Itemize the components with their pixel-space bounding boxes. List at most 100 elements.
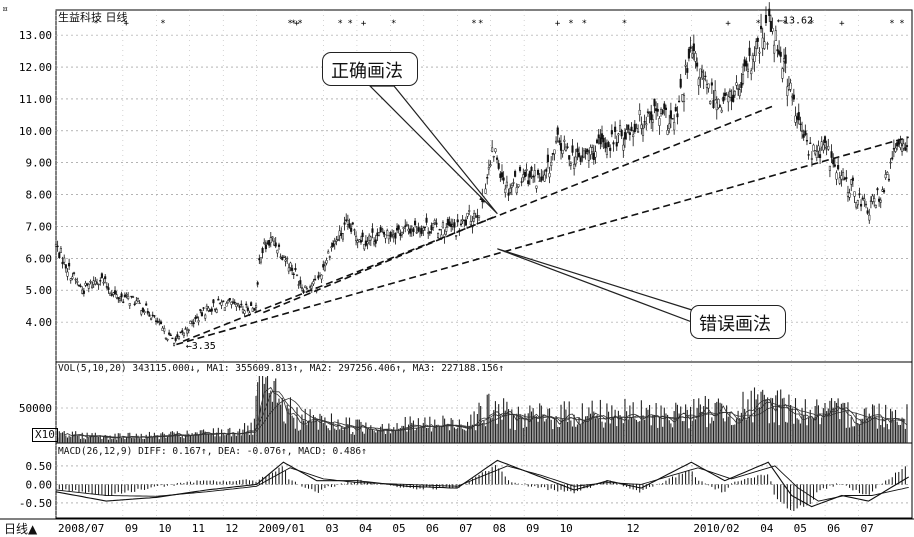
candle-body [446, 218, 449, 225]
candle-body [710, 82, 713, 86]
candle-body [382, 231, 385, 235]
candle-body [515, 187, 518, 194]
candle-body [576, 148, 579, 153]
event-marker: * [338, 19, 343, 29]
candle-body [607, 142, 610, 148]
candle-body [164, 337, 167, 339]
candle-body [418, 230, 422, 232]
candle-body [738, 89, 741, 97]
candle-body [632, 134, 635, 138]
candle-body [284, 259, 287, 262]
candle-body [687, 48, 690, 59]
event-marker: * [471, 19, 476, 29]
candle-body [559, 143, 563, 151]
event-marker: * [348, 19, 353, 29]
candle-body [551, 153, 554, 155]
candle-body [855, 202, 858, 208]
macd-layer [55, 459, 909, 512]
candle-body [159, 321, 162, 325]
candle-body [173, 343, 176, 346]
candle-body [399, 233, 402, 236]
candle-body [361, 232, 364, 238]
candle-body [828, 165, 831, 171]
candle-body [182, 332, 185, 336]
candle-body [99, 280, 102, 282]
candle-body [243, 310, 246, 314]
candle-body [215, 309, 218, 313]
candle-body [625, 129, 628, 133]
candle-body [254, 305, 258, 308]
candle-body [384, 234, 387, 239]
candle-body [68, 262, 71, 267]
candle-body [348, 223, 351, 228]
candle-body [578, 152, 581, 157]
candle-body [479, 198, 482, 200]
candle-body [371, 228, 374, 233]
candle-body [212, 299, 215, 304]
candle-body [781, 68, 784, 79]
candle-body [112, 292, 115, 295]
candle-body [209, 309, 212, 312]
candle-body [394, 232, 397, 239]
candle-body [187, 329, 190, 331]
candle-body [594, 151, 597, 158]
candle-body [523, 171, 526, 178]
candle-body [377, 232, 381, 236]
candle-body [735, 82, 738, 86]
candle-body [730, 96, 733, 102]
candle-body [556, 127, 559, 135]
candle-body [837, 165, 840, 170]
candle-body [71, 276, 74, 279]
candle-body [592, 152, 595, 161]
macd-tick-label: 0.00 [26, 478, 53, 491]
candle-body [546, 154, 549, 163]
candle-body [866, 210, 869, 214]
candle-body [500, 172, 504, 178]
candle-body [860, 203, 863, 207]
candle-body [177, 336, 181, 339]
candle-body [835, 172, 838, 180]
volume-unit-label[interactable]: X10 [32, 428, 58, 442]
candle-body [846, 192, 850, 197]
candle-body [122, 301, 125, 303]
timeframe-label[interactable]: 日线▲ [4, 520, 37, 537]
candle-body [355, 236, 358, 241]
candle-body [417, 227, 420, 232]
candle-body [597, 134, 600, 139]
candle-body [656, 108, 659, 112]
price-tick-label: 4.00 [26, 316, 53, 329]
candle-body [259, 257, 263, 263]
candle-body [627, 124, 630, 130]
candle-body [325, 260, 328, 264]
candle-body [589, 147, 592, 155]
candle-body [282, 256, 285, 259]
candle-body [420, 228, 423, 234]
candle-body [261, 248, 264, 254]
candle-body [623, 132, 627, 140]
candle-body [373, 241, 376, 245]
candle-body [753, 55, 756, 62]
candle-body [441, 222, 445, 229]
candle-body [110, 294, 113, 296]
price-tick-label: 8.00 [26, 189, 53, 202]
candle-body [358, 239, 361, 242]
candle-body [514, 171, 517, 177]
candle-body [584, 150, 587, 154]
candle-body [338, 230, 341, 236]
candle-body [712, 100, 715, 109]
candle-body [395, 227, 399, 231]
candle-body [72, 272, 76, 274]
candle-body [246, 307, 249, 311]
corner-glyph: ¤ [2, 4, 9, 15]
candle-body [299, 280, 302, 285]
candle-body [778, 50, 781, 55]
candle-body [528, 171, 531, 178]
candle-body [709, 100, 712, 104]
candle-body [679, 78, 682, 88]
x-tick-label: 2010/02 [693, 522, 739, 535]
candle-body [876, 188, 879, 191]
candle-body [400, 231, 404, 236]
candle-body [889, 161, 892, 164]
candle-body [832, 159, 835, 165]
candle-body [702, 78, 705, 80]
